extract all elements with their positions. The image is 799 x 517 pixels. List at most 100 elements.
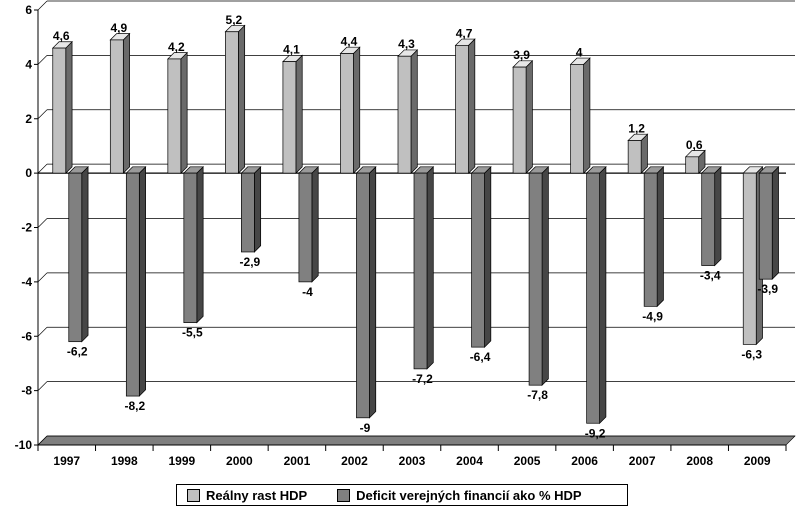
- bar-front: [413, 172, 428, 370]
- bar-deficit: [585, 165, 607, 425]
- bar-gdp: [224, 24, 246, 174]
- bar-gdp: [109, 32, 131, 174]
- data-label: 4,1: [283, 43, 300, 57]
- bar-front: [512, 66, 527, 174]
- data-label: -2,9: [240, 255, 261, 269]
- y-tick-label: 4: [25, 57, 32, 71]
- bar-deficit: [528, 165, 550, 387]
- data-label: -7,2: [412, 372, 433, 386]
- x-tick-label: 1998: [111, 454, 138, 468]
- bar-front: [183, 172, 198, 324]
- bar-gdp: [167, 51, 188, 174]
- data-label: 4: [576, 45, 583, 59]
- x-tick-label: 2004: [456, 454, 483, 468]
- data-label: -6,3: [741, 347, 762, 361]
- y-tick-label: 2: [25, 112, 32, 126]
- bar-front: [298, 172, 313, 283]
- data-label: -4,9: [642, 309, 663, 323]
- data-label: 1,2: [628, 122, 645, 136]
- grid-depth-line: [37, 327, 48, 337]
- data-label: 4,6: [53, 29, 70, 43]
- bar-gdp: [627, 133, 649, 174]
- data-label: -4: [302, 285, 313, 299]
- x-tick-label: 2008: [686, 454, 713, 468]
- bar-front: [125, 172, 140, 397]
- x-tick-label: 2005: [514, 454, 541, 468]
- data-label: -9: [360, 421, 371, 435]
- bar-gdp: [282, 54, 304, 174]
- x-tick-label: 2000: [226, 454, 253, 468]
- bar-side: [525, 59, 533, 174]
- y-tick-label: -4: [21, 275, 32, 289]
- x-tick-label: 1997: [53, 454, 80, 468]
- bar-side: [541, 165, 549, 387]
- data-label: -8,2: [124, 399, 145, 413]
- bar-deficit: [355, 165, 377, 419]
- grid-depth-line: [37, 381, 48, 391]
- bar-deficit: [413, 165, 435, 370]
- bar-front: [758, 172, 773, 280]
- bar-front: [68, 172, 83, 343]
- x-tick-label: 1999: [168, 454, 195, 468]
- grid-depth-line: [37, 163, 48, 174]
- bar-front: [356, 172, 370, 419]
- bar-side: [311, 165, 319, 283]
- bar-side: [656, 165, 664, 308]
- data-label: -9,2: [585, 426, 606, 440]
- y-tick-label: 0: [25, 166, 32, 180]
- bar-front: [528, 172, 543, 386]
- bar-front: [685, 156, 700, 174]
- bar-deficit: [758, 165, 780, 281]
- grid-depth-line: [37, 272, 48, 283]
- bar-side: [369, 165, 377, 419]
- bar-side: [410, 49, 418, 174]
- legend-item-deficit: Deficit verejných financií ako % HDP: [337, 488, 582, 503]
- bar-deficit: [67, 165, 89, 343]
- grid-depth-line: [37, 435, 48, 446]
- bar-side: [599, 165, 607, 425]
- grid-depth-line: [37, 0, 48, 11]
- data-label: 4,4: [341, 35, 358, 49]
- data-label: -5,5: [182, 326, 203, 340]
- data-label: -3,9: [757, 282, 778, 296]
- bar-side: [426, 165, 434, 370]
- bar-front: [241, 172, 255, 253]
- bar-front: [455, 44, 469, 174]
- bar-side: [714, 165, 722, 267]
- x-tick-label: 2003: [399, 454, 426, 468]
- bar-front: [340, 53, 354, 174]
- bar-side: [65, 40, 73, 174]
- data-label: 0,6: [686, 138, 703, 152]
- bar-front: [627, 140, 642, 174]
- bar-gdp: [397, 49, 419, 174]
- legend-swatch-gdp: [187, 488, 200, 502]
- grid-depth-line: [37, 109, 48, 119]
- bar-gdp: [742, 165, 764, 346]
- x-tick-label: 2007: [629, 454, 656, 468]
- data-label: 4,2: [168, 40, 185, 54]
- y-tick-label: -6: [21, 329, 32, 343]
- legend-item-gdp: Reálny rast HDP: [187, 488, 307, 503]
- bar-deficit: [183, 165, 204, 324]
- y-tick-label: -8: [21, 384, 32, 398]
- bar-side: [484, 165, 492, 348]
- data-label: -6,2: [67, 345, 88, 359]
- bar-side: [771, 165, 779, 281]
- bar-front: [397, 55, 412, 174]
- x-tick-label: 2001: [284, 454, 311, 468]
- bar-gdp: [51, 40, 73, 174]
- bar-gdp: [569, 57, 591, 174]
- bar-side: [180, 51, 188, 174]
- bar-front: [282, 61, 297, 174]
- y-tick-label: -2: [21, 221, 32, 235]
- data-label: 4,7: [456, 26, 473, 40]
- bar-side: [468, 38, 476, 174]
- bar-front: [109, 39, 124, 174]
- y-tick-label: -10: [15, 438, 33, 452]
- bar-side: [254, 165, 262, 253]
- bar-side: [238, 24, 246, 174]
- data-label: 5,2: [226, 13, 243, 27]
- bar-front: [225, 31, 239, 174]
- bar-front: [701, 172, 716, 266]
- bar-side: [295, 54, 303, 174]
